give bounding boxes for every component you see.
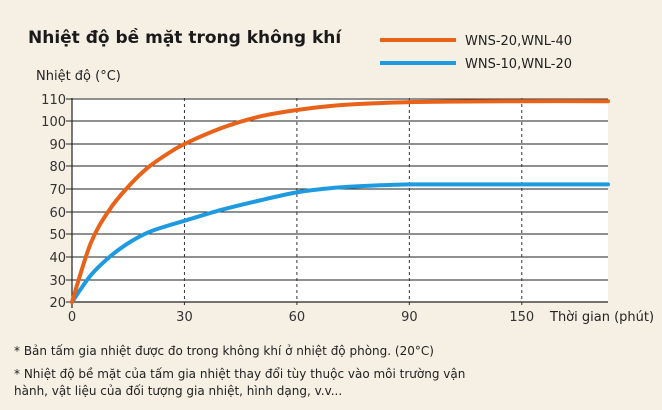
- y-axis-label: Nhiệt độ (°C): [36, 69, 121, 84]
- y-tick-label: 80: [49, 160, 66, 175]
- x-tick-label: 150: [509, 310, 534, 325]
- legend-label: WNS-20,WNL-40: [465, 34, 572, 49]
- chart-title: Nhiệt độ bề mặt trong không khí: [28, 28, 342, 48]
- series-line: [70, 182, 610, 304]
- y-tick-label: 20: [49, 296, 66, 311]
- legend: WNS-20,WNL-40 WNS-10,WNL-20: [380, 34, 572, 72]
- legend-label: WNS-10,WNL-20: [465, 57, 572, 72]
- y-tick-label: 110: [41, 93, 66, 108]
- x-tick-label: 30: [176, 310, 193, 325]
- series-lines: [70, 99, 610, 304]
- y-tick-label: 100: [41, 115, 66, 130]
- x-tick-label: 60: [289, 310, 306, 325]
- y-tick-label: 30: [49, 274, 66, 289]
- y-tick-label: 40: [49, 251, 66, 266]
- plot-area: [72, 98, 608, 302]
- footnote-variation: * Nhiệt độ bề mặt của tấm gia nhiệt thay…: [14, 367, 466, 398]
- x-tick-label: 0: [68, 310, 76, 325]
- y-tick-label: 70: [49, 183, 66, 198]
- y-tick-labels: 20 30 40 50 60 70 80 90 100 110: [41, 93, 66, 311]
- series-line: [70, 99, 610, 304]
- x-tick-labels: 0 30 60 90 150: [68, 310, 534, 325]
- y-tick-label: 90: [49, 138, 66, 153]
- footnote-measurement: * Bản tấm gia nhiệt được đo trong không …: [14, 344, 434, 358]
- y-tick-label: 60: [49, 206, 66, 221]
- y-tick-label: 50: [49, 228, 66, 243]
- x-axis-label: Thời gian (phút): [549, 310, 654, 325]
- axes: [71, 98, 608, 308]
- x-tick-label: 90: [401, 310, 418, 325]
